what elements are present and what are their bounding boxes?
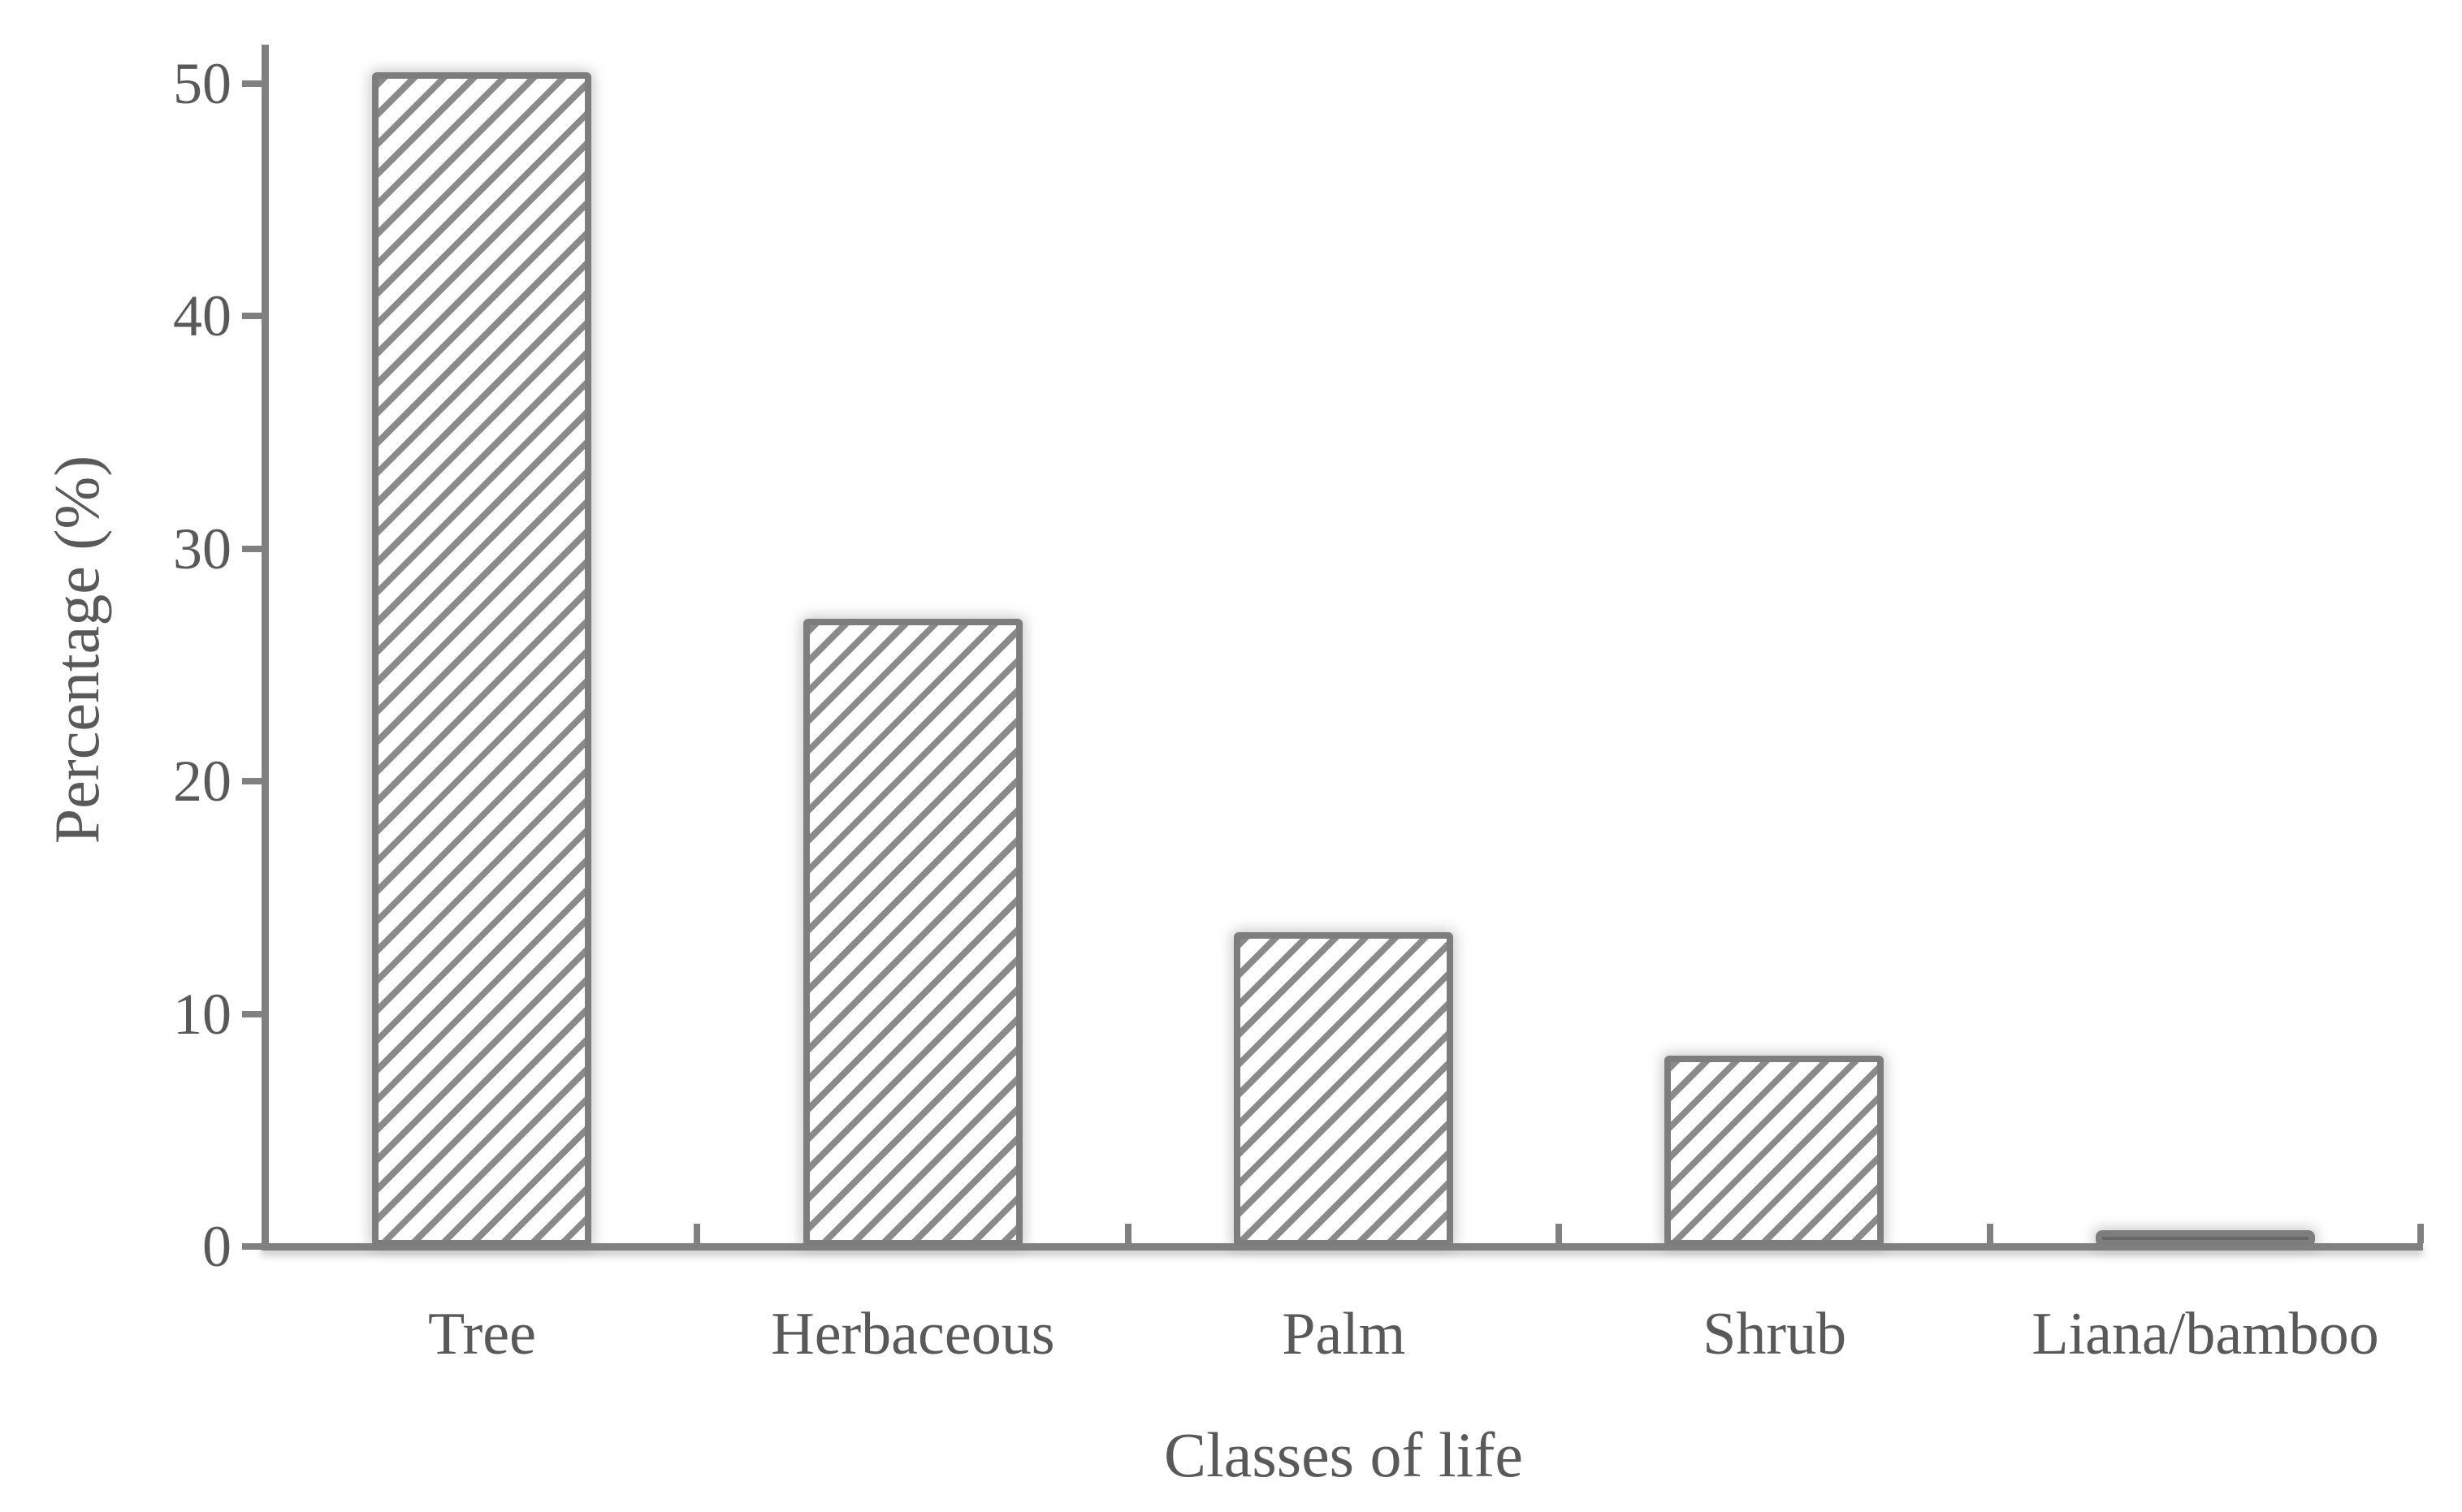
y-tick-label: 40	[173, 283, 231, 349]
x-tick-mark	[1556, 1224, 1563, 1243]
bar-palm	[1234, 932, 1453, 1246]
bar-shrub	[1664, 1056, 1884, 1246]
y-tick-label: 10	[173, 981, 231, 1047]
y-tick-label: 20	[173, 749, 231, 814]
bar-tree	[372, 71, 592, 1246]
x-tick-mark	[694, 1224, 701, 1243]
x-category-label: Palm	[1282, 1301, 1406, 1367]
bar-herbaceous	[803, 618, 1023, 1246]
x-axis-title: Classes of life	[1164, 1419, 1523, 1490]
x-category-label: Liana/bamboo	[2031, 1301, 2379, 1367]
y-tick-mark	[242, 778, 262, 785]
x-tick-mark	[1124, 1224, 1131, 1243]
y-tick-mark	[242, 1010, 262, 1017]
y-axis-line	[262, 45, 269, 1251]
y-tick-label: 0	[202, 1214, 231, 1279]
x-category-label: Shrub	[1703, 1301, 1847, 1367]
y-tick-label: 50	[173, 51, 231, 116]
y-tick-mark	[242, 80, 262, 87]
y-tick-mark	[242, 313, 262, 320]
y-tick-mark	[242, 1243, 262, 1250]
x-category-label: Herbaceous	[771, 1301, 1055, 1367]
y-tick-mark	[242, 545, 262, 552]
y-tick-label: 30	[173, 516, 231, 581]
x-axis-line	[262, 1243, 2423, 1251]
x-tick-mark	[1986, 1224, 1993, 1243]
x-tick-mark	[2417, 1224, 2424, 1243]
bar-liana-bamboo	[2095, 1229, 2315, 1246]
x-category-label: Tree	[428, 1301, 536, 1367]
